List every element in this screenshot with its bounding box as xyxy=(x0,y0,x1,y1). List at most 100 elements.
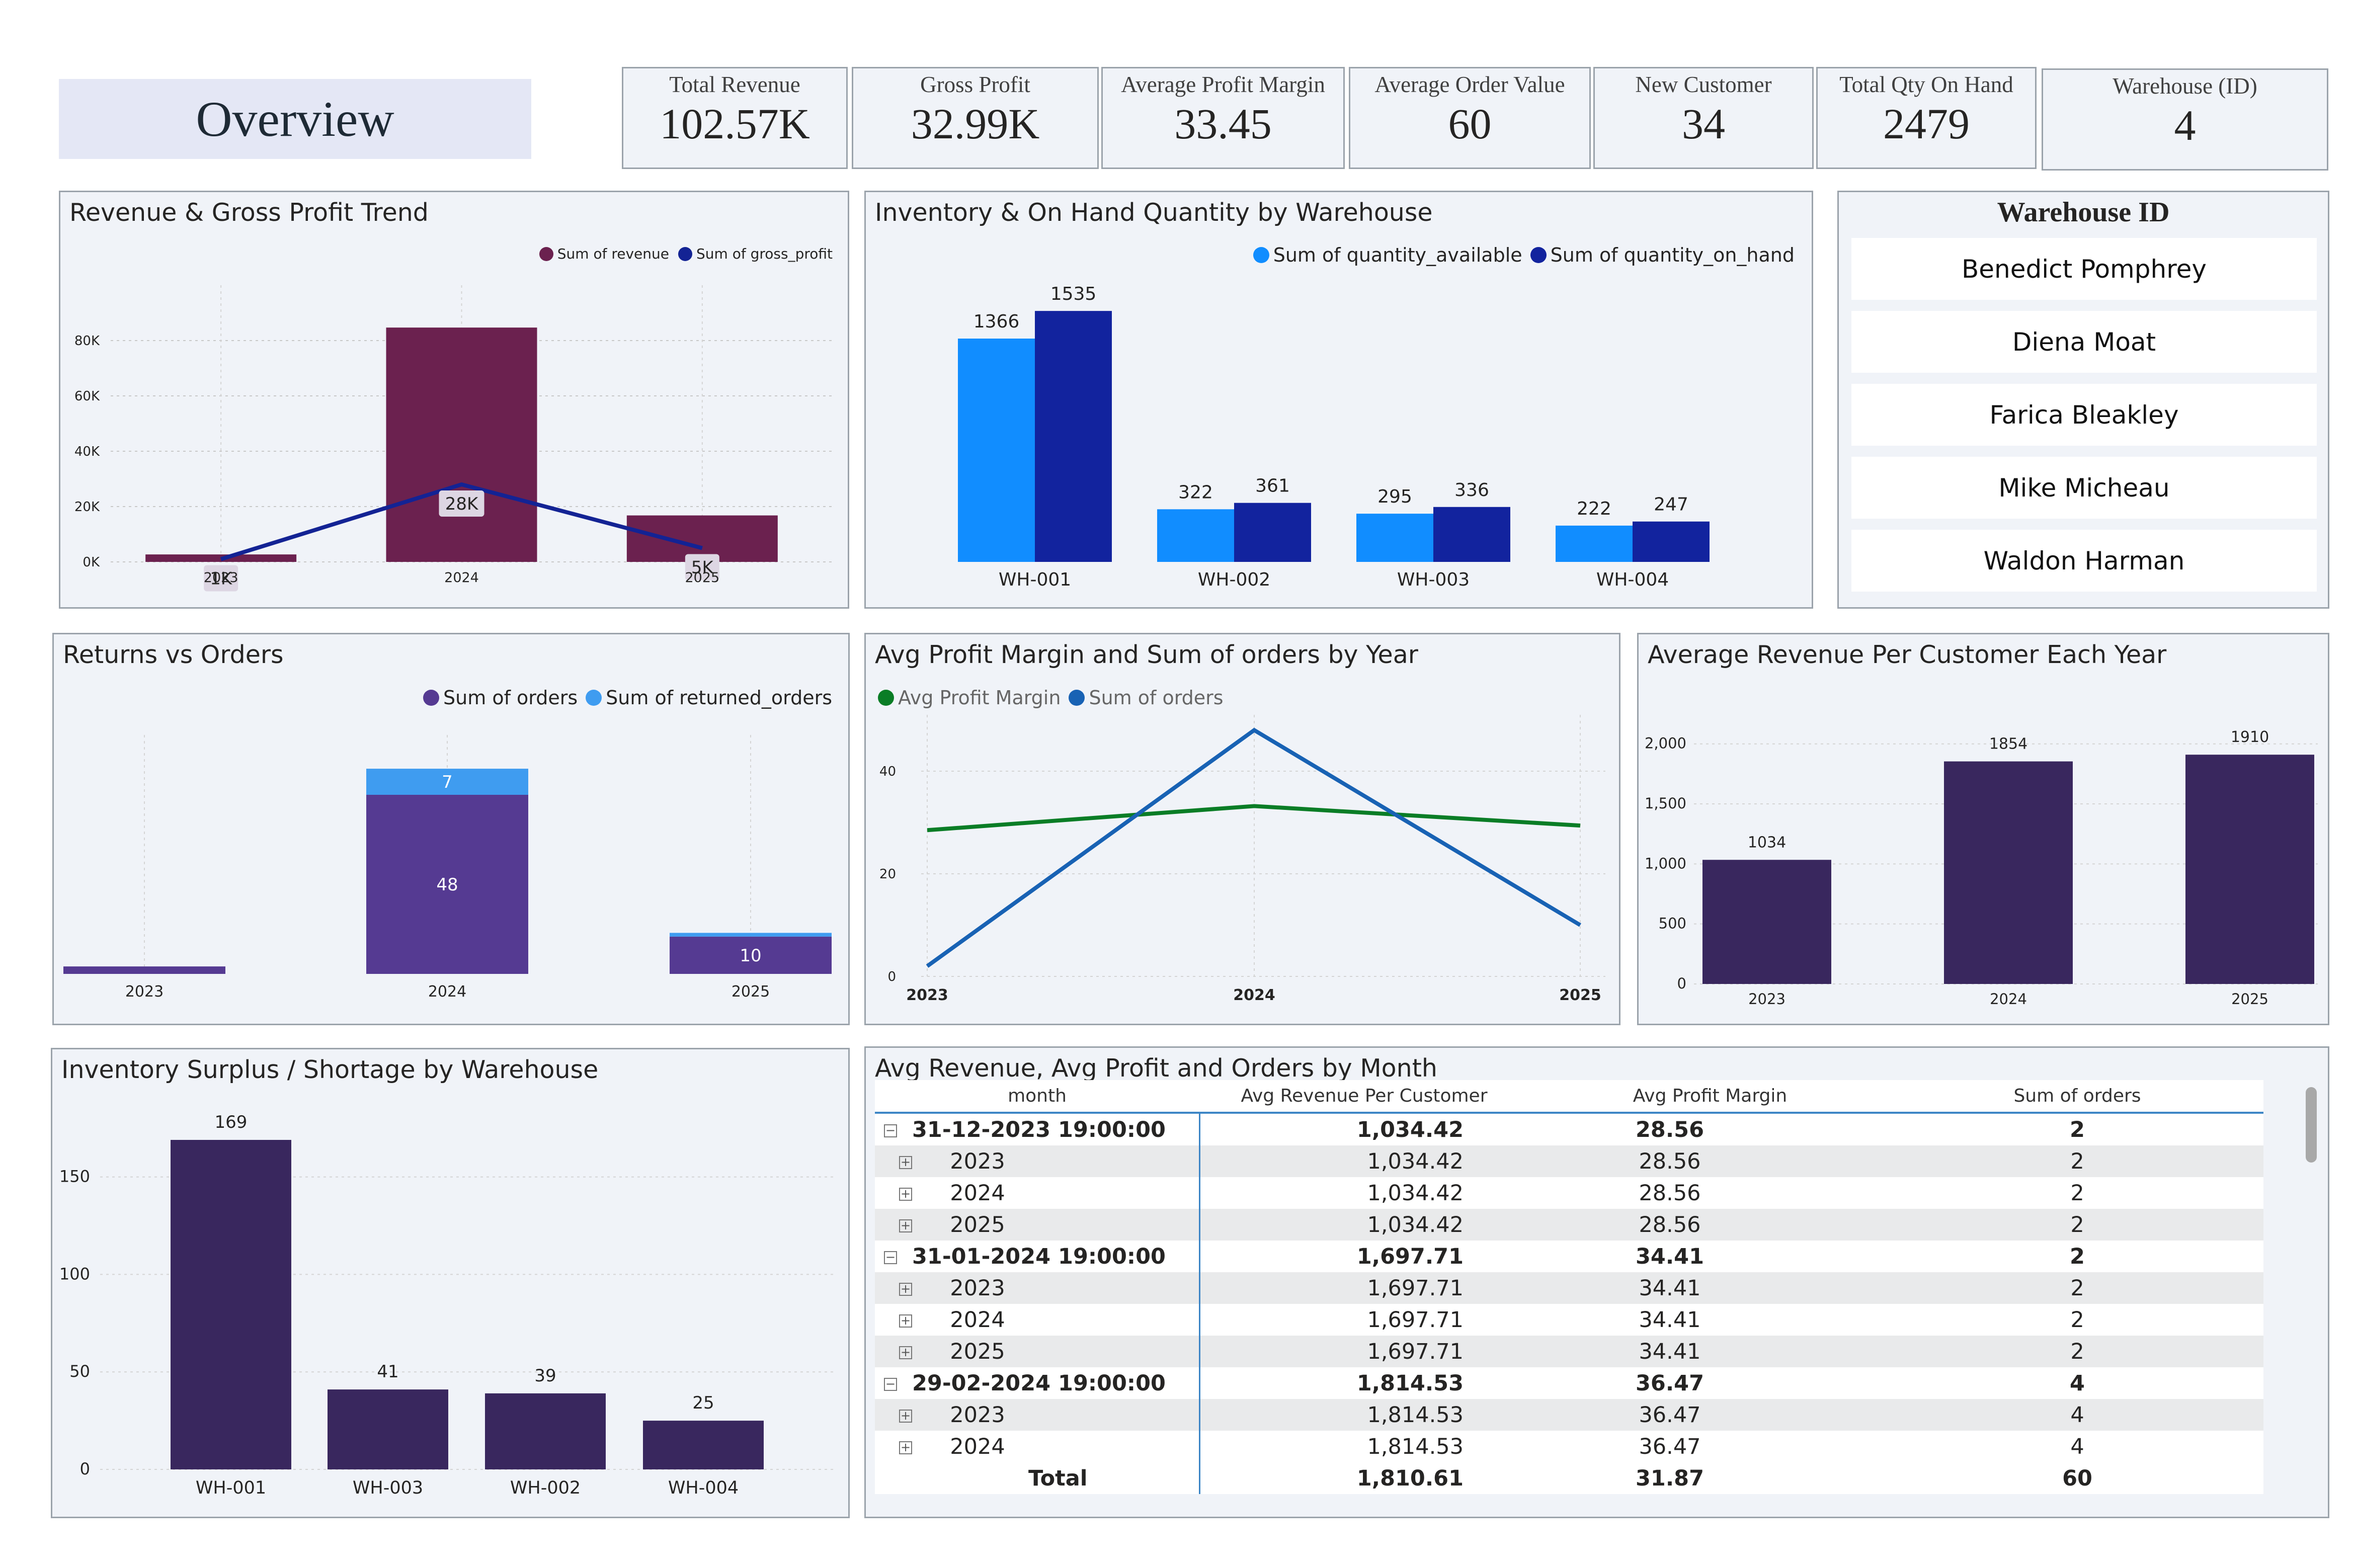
quantity-bar xyxy=(1035,311,1112,562)
cell-month: +2024 xyxy=(875,1431,1200,1462)
cell-avg-profit-margin: 34.41 xyxy=(1529,1272,1891,1304)
collapse-icon[interactable]: − xyxy=(884,1124,897,1137)
expand-icon[interactable]: + xyxy=(899,1314,912,1328)
revenue-trend-panel[interactable]: Revenue & Gross Profit Trend Sum of reve… xyxy=(59,191,849,609)
cell-avg-profit-margin: 31.87 xyxy=(1529,1462,1891,1494)
kpi-new-customer[interactable]: New Customer 34 xyxy=(1593,67,1814,169)
table-group-row[interactable]: − 31-01-2024 19:00:00 1,697.71 34.41 2 xyxy=(875,1241,2263,1272)
expand-icon[interactable]: + xyxy=(899,1346,912,1359)
slicer-item[interactable]: Benedict Pomphrey xyxy=(1851,238,2317,300)
table-row[interactable]: +2023 1,034.42 28.56 2 xyxy=(875,1145,2263,1177)
slicer-item[interactable]: Diena Moat xyxy=(1851,311,2317,373)
x-tick-label: 2025 xyxy=(732,983,770,1001)
cell-sum-orders: 2 xyxy=(1891,1336,2263,1367)
cell-avg-revenue: 1,034.42 xyxy=(1199,1113,1529,1145)
month-label: 2023 xyxy=(950,1402,1005,1428)
table-row[interactable]: +2024 1,034.42 28.56 2 xyxy=(875,1177,2263,1209)
quantity-bar xyxy=(958,339,1035,562)
column-header[interactable]: month xyxy=(875,1080,1199,1114)
kpi-gross-profit[interactable]: Gross Profit 32.99K xyxy=(852,67,1099,169)
slicer-item[interactable]: Mike Micheau xyxy=(1851,457,2317,519)
slicer-item[interactable]: Farica Bleakley xyxy=(1851,384,2317,446)
margin-orders-chart[interactable]: 0 20 40 2023 2024 2025 xyxy=(866,634,1619,1024)
inventory-chart[interactable]: 1366 1535 WH-001 322 361 WH-002 295 336 WH-003 22… xyxy=(866,192,1812,607)
column-header[interactable]: Avg Revenue Per Customer xyxy=(1199,1080,1529,1114)
table-row[interactable]: +2023 1,697.71 34.41 2 xyxy=(875,1272,2263,1304)
kpi-average-order-value[interactable]: Average Order Value 60 xyxy=(1349,67,1591,169)
x-tick-label: WH-002 xyxy=(510,1478,581,1498)
data-label: 336 xyxy=(1454,480,1489,501)
table-row[interactable]: +2024 1,697.71 34.41 2 xyxy=(875,1304,2263,1336)
table-group-row[interactable]: − 29-02-2024 19:00:00 1,814.53 36.47 4 xyxy=(875,1367,2263,1399)
data-label-bg xyxy=(685,554,719,581)
table-group-row[interactable]: − 31-12-2023 19:00:00 1,034.42 28.56 2 xyxy=(875,1113,2263,1145)
table-scrollbar[interactable] xyxy=(2306,1087,2317,1163)
table-row[interactable]: +2025 1,697.71 34.41 2 xyxy=(875,1336,2263,1367)
cell-month: +2025 xyxy=(875,1336,1200,1367)
y-tick-label: 0 xyxy=(80,1459,90,1478)
surplus-panel[interactable]: Inventory Surplus / Shortage by Warehous… xyxy=(51,1048,850,1518)
column-header[interactable]: Sum of orders xyxy=(1891,1080,2263,1114)
legend-swatch xyxy=(539,246,553,261)
kpi-total-revenue[interactable]: Total Revenue 102.57K xyxy=(622,67,848,169)
quantity-bar xyxy=(1633,521,1710,562)
kpi-average-profit-margin[interactable]: Average Profit Margin 33.45 xyxy=(1101,67,1345,169)
collapse-icon[interactable]: − xyxy=(884,1378,897,1391)
data-label: 169 xyxy=(215,1112,248,1132)
avg-revenue-customer-panel[interactable]: Average Revenue Per Customer Each Year 0… xyxy=(1637,633,2329,1025)
cell-month: +2023 xyxy=(875,1399,1200,1431)
table-row[interactable]: +2024 1,814.53 36.47 4 xyxy=(875,1431,2263,1462)
table-row[interactable]: +2025 1,034.42 28.56 2 xyxy=(875,1209,2263,1241)
expand-icon[interactable]: + xyxy=(899,1188,912,1201)
kpi-value: 102.57K xyxy=(660,100,810,148)
legend-label: Avg Profit Margin xyxy=(898,687,1061,709)
returns-chart[interactable]: 2023 48 7 2024 10 2025 xyxy=(54,634,848,1024)
data-label: 5K xyxy=(691,558,714,578)
x-tick-label: 2024 xyxy=(1990,991,2027,1008)
inventory-panel[interactable]: Inventory & On Hand Quantity by Warehous… xyxy=(864,191,1813,609)
data-label: 1910 xyxy=(2231,728,2269,746)
chart-title: Revenue & Gross Profit Trend xyxy=(69,198,429,227)
data-label: 247 xyxy=(1654,494,1688,515)
x-tick-label: 2023 xyxy=(1748,991,1785,1008)
revenue-trend-chart[interactable]: 0K 20K 40K 60K 80K 1K 28K 5K 2023 2024 2025 xyxy=(60,192,848,607)
kpi-warehouse-id[interactable]: Warehouse (ID) 4 xyxy=(2042,68,2328,171)
revenue-bar xyxy=(386,327,537,562)
expand-icon[interactable]: + xyxy=(899,1410,912,1423)
x-tick-label: WH-003 xyxy=(1397,569,1470,590)
data-label: 1854 xyxy=(1989,735,2027,753)
cell-avg-profit-margin: 28.56 xyxy=(1529,1209,1891,1241)
cell-avg-profit-margin: 36.47 xyxy=(1529,1367,1891,1399)
stacked-bar-segment xyxy=(366,795,528,974)
expand-icon[interactable]: + xyxy=(899,1156,912,1169)
avg-revenue-customer-chart[interactable]: 0 500 1,000 1,500 2,000 1034 2023 1854 2024 1910 2… xyxy=(1639,634,2328,1024)
returns-panel[interactable]: Returns vs Orders Sum of orders Sum of r… xyxy=(52,633,850,1025)
expand-icon[interactable]: + xyxy=(899,1219,912,1232)
cell-avg-profit-margin: 34.41 xyxy=(1529,1304,1891,1336)
slicer-item[interactable]: Waldon Harman xyxy=(1851,530,2317,592)
surplus-chart[interactable]: 0 50 100 150 169 WH-001 41 WH-003 39 WH-002 25 WH-0… xyxy=(52,1049,848,1517)
column-header[interactable]: Avg Profit Margin xyxy=(1529,1080,1891,1114)
table-total-row[interactable]: Total 1,810.61 31.87 60 xyxy=(875,1462,2263,1494)
collapse-icon[interactable]: − xyxy=(884,1251,897,1264)
warehouse-slicer[interactable]: Warehouse ID Benedict Pomphrey Diena Moa… xyxy=(1837,191,2329,609)
cell-month: − 31-01-2024 19:00:00 xyxy=(875,1241,1200,1272)
cell-month: − 31-12-2023 19:00:00 xyxy=(875,1113,1200,1145)
x-tick-label: WH-001 xyxy=(196,1478,266,1498)
legend-label: Sum of gross_profit xyxy=(696,245,833,262)
margin-orders-panel[interactable]: Avg Profit Margin and Sum of orders by Y… xyxy=(864,633,1620,1025)
kpi-total-qty-on-hand[interactable]: Total Qty On Hand 2479 xyxy=(1816,67,2037,169)
surplus-bar xyxy=(328,1389,448,1469)
monthly-table-panel[interactable]: Avg Revenue, Avg Profit and Orders by Mo… xyxy=(864,1046,2329,1518)
table-row[interactable]: +2023 1,814.53 36.47 4 xyxy=(875,1399,2263,1431)
y-tick-label: 500 xyxy=(1659,915,1686,932)
x-tick-label: 2023 xyxy=(125,983,164,1001)
legend-label: Sum of orders xyxy=(443,687,578,709)
y-tick-label: 20K xyxy=(74,500,100,515)
cell-month: +2023 xyxy=(875,1145,1200,1177)
month-label: 2025 xyxy=(950,1212,1005,1237)
expand-icon[interactable]: + xyxy=(899,1283,912,1296)
series-line xyxy=(926,727,1582,968)
month-label: 2025 xyxy=(950,1339,1005,1364)
expand-icon[interactable]: + xyxy=(899,1441,912,1454)
